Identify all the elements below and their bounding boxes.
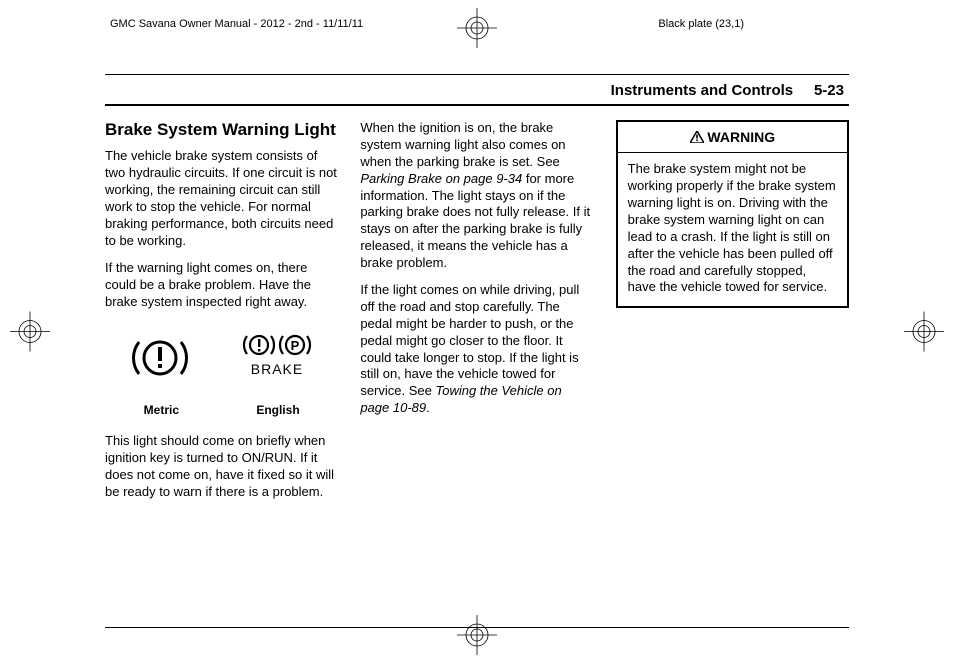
page-number: 5-23 (814, 82, 844, 99)
brake-warning-english-icon: P BRAKE (236, 330, 318, 391)
body-text: The vehicle brake system consists of two… (105, 148, 338, 249)
svg-text:P: P (291, 338, 300, 353)
thick-rule (105, 104, 849, 106)
warning-box: WARNING The brake system might not be wo… (616, 120, 849, 308)
brake-warning-metric-icon (125, 332, 195, 389)
crop-mark-icon (10, 312, 50, 357)
section-name: Instruments and Controls (611, 82, 794, 99)
crop-mark-icon (904, 312, 944, 357)
warning-body: The brake system might not be working pr… (618, 153, 847, 306)
column-3: WARNING The brake system might not be wo… (616, 120, 849, 618)
header-left-text: GMC Savana Owner Manual - 2012 - 2nd - 1… (0, 18, 363, 30)
warning-triangle-icon (690, 129, 708, 145)
page-content: Brake System Warning Light The vehicle b… (105, 120, 849, 618)
cross-ref: Parking Brake on page 9-34 (360, 171, 522, 186)
body-text: If the light comes on while driving, pul… (360, 282, 593, 417)
body-text: When the ignition is on, the brake syste… (360, 120, 593, 272)
warning-header: WARNING (618, 122, 847, 153)
symbol-labels: Metric English (105, 403, 338, 419)
body-text: If the warning light comes on, there cou… (105, 260, 338, 311)
brake-symbols: P BRAKE (105, 330, 338, 391)
crop-mark-icon (457, 8, 497, 53)
column-1: Brake System Warning Light The vehicle b… (105, 120, 338, 618)
metric-label: Metric (144, 403, 179, 419)
running-head: Instruments and Controls 5-23 (611, 82, 844, 99)
brake-label: BRAKE (251, 361, 303, 377)
page-title: Brake System Warning Light (105, 120, 338, 140)
english-label: English (256, 403, 299, 419)
header-right-text: Black plate (23,1) (658, 18, 744, 30)
warning-label: WARNING (707, 129, 775, 145)
column-2: When the ignition is on, the brake syste… (360, 120, 593, 618)
bottom-rule (105, 627, 849, 628)
top-rule (105, 74, 849, 75)
crop-mark-icon (457, 615, 497, 660)
body-text: This light should come on briefly when i… (105, 433, 338, 501)
